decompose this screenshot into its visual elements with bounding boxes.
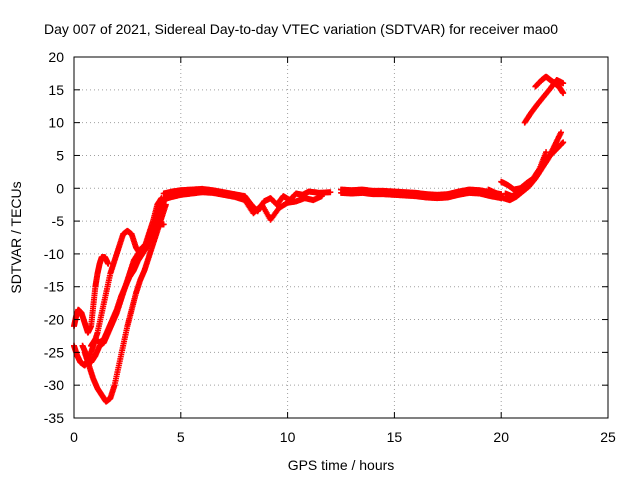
y-tick-label: -10: [44, 246, 64, 262]
x-tick-label: 25: [600, 429, 616, 445]
y-axis-label: SDTVAR / TECUs: [8, 181, 24, 293]
chart-title: Day 007 of 2021, Sidereal Day-to-day VTE…: [44, 21, 558, 37]
series-day-band-lower: [158, 189, 325, 223]
y-tick-label: 15: [48, 82, 64, 98]
series-night-band-lower: [338, 189, 505, 202]
x-tick-label: 0: [70, 429, 78, 445]
y-tick-label: 20: [48, 49, 64, 65]
x-tick-label: 15: [387, 429, 403, 445]
data-point: [105, 260, 112, 267]
y-tick-label: -35: [44, 410, 64, 426]
y-tick-label: 0: [56, 180, 64, 196]
data-point: [560, 80, 567, 87]
y-tick-label: 10: [48, 115, 64, 131]
y-tick-label: -25: [44, 344, 64, 360]
y-tick-label: -30: [44, 377, 64, 393]
series-arc-e: [88, 191, 171, 349]
y-tick-label: -5: [52, 213, 65, 229]
series-arc-a: [71, 195, 165, 369]
data-point: [327, 189, 334, 196]
x-tick-label: 20: [493, 429, 509, 445]
y-tick-label: -15: [44, 279, 64, 295]
series-layer: [71, 73, 567, 405]
series-late-arc-3: [498, 149, 550, 193]
data-point: [543, 149, 550, 156]
data-point: [560, 139, 567, 146]
y-tick-label: -20: [44, 312, 64, 328]
data-point: [318, 193, 325, 200]
x-tick-label: 5: [177, 429, 185, 445]
y-tick-label: 5: [56, 147, 64, 163]
series-peak-top: [532, 73, 567, 97]
plot-frame: [73, 56, 609, 419]
series-arc-d: [81, 201, 169, 405]
x-axis-label: GPS time / hours: [288, 457, 395, 473]
x-tick-label: 10: [280, 429, 296, 445]
tick-layer: 0 5 10 15 20 25 -35 -30 -25 -20 -15 -10 -5 0 5 10 15 20: [44, 49, 616, 445]
data-point: [560, 90, 567, 97]
data-point: [558, 129, 565, 136]
